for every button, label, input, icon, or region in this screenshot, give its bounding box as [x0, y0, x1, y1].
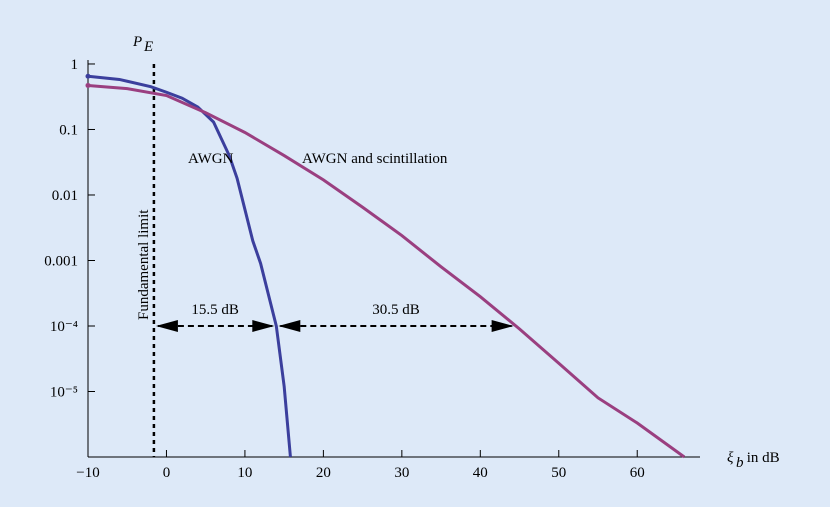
y-tick-label: 0.001 [44, 253, 78, 269]
y-axis-label-sub: E [143, 39, 153, 55]
legend-label: AWGN and scintillation [302, 151, 448, 167]
gap-label: 15.5 dB [191, 302, 239, 318]
line [87, 74, 292, 458]
line [87, 83, 686, 459]
y-axis-label: P [132, 34, 142, 50]
x-axis-label-sub: b [736, 455, 744, 471]
y-tick-label: 10⁻⁴ [50, 319, 78, 335]
x-axis-label: ξ [727, 450, 734, 466]
x-tick-label: 0 [163, 465, 171, 481]
arrow-head [155, 319, 178, 332]
arrow-head [491, 319, 514, 332]
y-tick-label: 1 [71, 57, 79, 73]
y-tick-label: 0.01 [52, 188, 78, 204]
x-tick-label: 40 [473, 465, 488, 481]
point [85, 82, 91, 88]
arrow-head [252, 319, 275, 332]
legend-label: AWGN [188, 151, 234, 167]
y-tick-label: 10⁻⁵ [50, 384, 78, 400]
x-tick-label: 50 [551, 465, 566, 481]
arrow-head [278, 319, 301, 332]
limit-label: Fundamental limit [136, 209, 152, 320]
x-axis-label-rest: in dB [743, 450, 780, 466]
x-tick-label: 10 [237, 465, 252, 481]
y-tick-label: 0.1 [59, 122, 78, 138]
x-tick-label: 30 [394, 465, 409, 481]
point [85, 73, 91, 79]
x-tick-label: 60 [630, 465, 645, 481]
x-tick-label: 20 [316, 465, 331, 481]
gap-label: 30.5 dB [372, 302, 420, 318]
x-tick-label: −10 [76, 465, 99, 481]
